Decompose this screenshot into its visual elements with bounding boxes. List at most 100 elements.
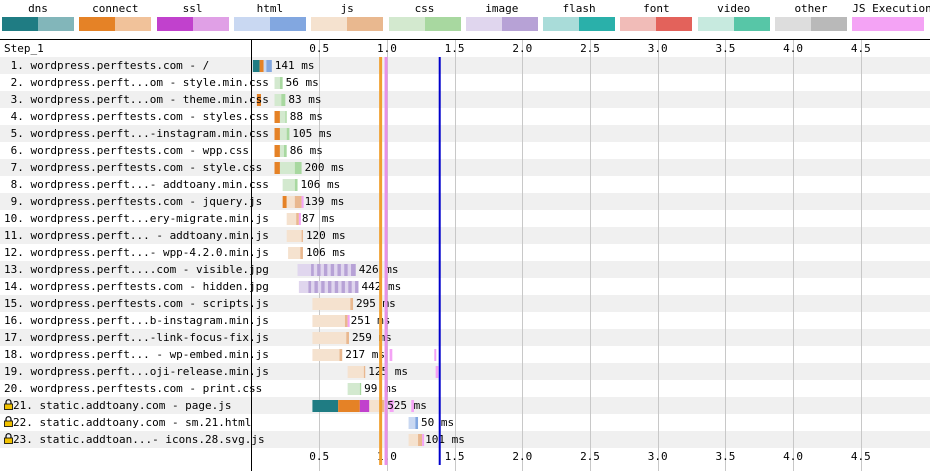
- js-execution-mark: [298, 213, 301, 225]
- duration-label: 86 ms: [290, 144, 323, 157]
- duration-label: 251 ms: [351, 314, 391, 327]
- bar-segment-download: [279, 77, 283, 89]
- js-execution-mark: [301, 196, 304, 208]
- bar-segment-ttfb: [408, 434, 419, 446]
- request-label[interactable]: 1. wordpress.perftests.com - /: [4, 57, 210, 74]
- request-label[interactable]: 13. wordpress.perft....com - visible.jpg: [4, 261, 269, 278]
- request-label[interactable]: 10. wordpress.perft...ery-migrate.min.js: [4, 210, 269, 227]
- duration-label: 141 ms: [275, 59, 315, 72]
- row-background: [0, 91, 930, 108]
- request-label[interactable]: 19. wordpress.perft...oji-release.min.js: [4, 363, 269, 380]
- request-label[interactable]: 5. wordpress.perft...-instagram.min.css: [4, 125, 269, 142]
- request-label[interactable]: 17. wordpress.perft...-link-focus-fix.js: [4, 329, 269, 346]
- bar-segment-ssl: [359, 400, 370, 412]
- request-label[interactable]: 8. wordpress.perft...- addtoany.min.css: [4, 176, 269, 193]
- legend-item-css: css: [388, 0, 461, 36]
- request-label[interactable]: 9. wordpress.perftests.com - jquery.js: [4, 193, 263, 210]
- bar-segment-download: [380, 400, 385, 412]
- legend-swatch: [79, 17, 152, 31]
- legend-item-js-execution: JS Execution: [852, 0, 930, 36]
- row-background: [0, 261, 930, 278]
- bar-segment-download: [339, 349, 343, 361]
- legend-swatch: [156, 17, 229, 31]
- request-label[interactable]: 11. wordpress.perft... - addtoany.min.js: [4, 227, 269, 244]
- bar-segment-ttfb: [263, 60, 267, 72]
- legend-label: image: [485, 2, 519, 15]
- row-background: [0, 448, 930, 465]
- request-label[interactable]: 16. wordpress.perft...b-instagram.min.js: [4, 312, 269, 329]
- duration-label: 426 ms: [359, 263, 399, 276]
- request-label[interactable]: 14. wordpress.perftests.com - hidden.jpg: [4, 278, 269, 295]
- marker-on-load: [438, 57, 441, 465]
- bar-segment-ttfb: [274, 94, 282, 106]
- request-label[interactable]: 6. wordpress.perftests.com - wpp.css: [4, 142, 249, 159]
- tick-label-bottom: 1.5: [445, 450, 465, 463]
- legend-swatch: [465, 17, 538, 31]
- js-execution-mark: [435, 366, 439, 378]
- request-label[interactable]: 12. wordpress.perft...- wpp-4.2.0.min.js: [4, 244, 269, 261]
- bar-segment-ttfb: [312, 298, 351, 310]
- duration-label: 525 ms: [387, 399, 427, 412]
- row-background: [0, 414, 930, 431]
- request-label-text: 3. wordpress.perft...om - theme.min.css: [4, 93, 269, 106]
- marker-start-render: [379, 57, 383, 465]
- request-label[interactable]: 3. wordpress.perft...om - theme.min.css: [4, 91, 269, 108]
- request-label-text: 19. wordpress.perft...oji-release.min.js: [4, 365, 269, 378]
- legend-label: JS Execution: [852, 2, 930, 15]
- request-label[interactable]: 4. wordpress.perftests.com - styles.css: [4, 108, 269, 125]
- bar-segment-connect: [282, 196, 287, 208]
- request-label-text: 20. wordpress.perftests.com - print.css: [4, 382, 263, 395]
- bar-segment-download: [359, 383, 362, 395]
- bar-segment-ttfb: [408, 417, 416, 429]
- bar-segment-connect: [274, 145, 280, 157]
- legend-item-font: font: [620, 0, 693, 36]
- bar-segment-connect: [256, 94, 261, 106]
- tick-label-top: 3.0: [648, 42, 668, 55]
- request-label[interactable]: 2. wordpress.perft...om - style.min.css: [4, 74, 269, 91]
- row-background: [0, 193, 930, 210]
- request-label[interactable]: 21. static.addtoany.com - page.js: [4, 397, 232, 414]
- request-label[interactable]: 7. wordpress.perftests.com - style.css: [4, 159, 263, 176]
- request-label[interactable]: 15. wordpress.perftests.com - scripts.js: [4, 295, 269, 312]
- request-label-text: 14. wordpress.perftests.com - hidden.jpg: [4, 280, 269, 293]
- duration-label: 83 ms: [288, 93, 321, 106]
- legend-swatch: [311, 17, 384, 31]
- request-label[interactable]: 20. wordpress.perftests.com - print.css: [4, 380, 262, 397]
- request-label[interactable]: 22. static.addtoany.com - sm.21.html: [4, 414, 251, 431]
- bar-stripe: [344, 281, 349, 293]
- request-label[interactable]: 18. wordpress.perft... - wp-embed.min.js: [4, 346, 269, 363]
- tick-label-top: 1.5: [445, 42, 465, 55]
- duration-label: 105 ms: [292, 127, 332, 140]
- legend-swatch: [388, 17, 461, 31]
- legend-label: flash: [562, 2, 596, 15]
- bar-segment-ttfb: [347, 383, 360, 395]
- bar-segment-download: [281, 94, 286, 106]
- request-label[interactable]: 23. static.addtoan...- icons.28.svg.js: [4, 431, 265, 448]
- legend-label: other: [794, 2, 828, 15]
- tick-label-bottom: 4.0: [783, 450, 803, 463]
- step-label: Step_1: [4, 42, 44, 55]
- row-background: [0, 176, 930, 193]
- legend-item-ssl: ssl: [156, 0, 229, 36]
- row-background: [0, 346, 930, 363]
- bar-segment-ttfb: [369, 400, 381, 412]
- request-label-text: 17. wordpress.perft...-link-focus-fix.js: [4, 331, 269, 344]
- request-label-text: 9. wordpress.perftests.com - jquery.js: [4, 195, 263, 208]
- legend-item-dns: dns: [2, 0, 74, 36]
- request-label-text: 6. wordpress.perftests.com - wpp.css: [4, 144, 250, 157]
- bar-segment-download: [363, 366, 366, 378]
- bar-segment-download: [285, 111, 287, 123]
- duration-label: 50 ms: [421, 416, 454, 429]
- bar-segment-ttfb: [286, 196, 295, 208]
- duration-label: 200 ms: [305, 161, 345, 174]
- row-background: [0, 210, 930, 227]
- bar-stripe: [340, 264, 345, 276]
- legend-item-video: video: [697, 0, 770, 36]
- tick-label-top: 3.5: [715, 42, 735, 55]
- legend-label: connect: [92, 2, 139, 15]
- tick-label-bottom: 2.5: [580, 450, 600, 463]
- tick-label-top: 1.0: [377, 42, 397, 55]
- legend-item-other: other: [775, 0, 847, 36]
- legend-item-js: js: [311, 0, 384, 36]
- bar-stripe: [351, 281, 356, 293]
